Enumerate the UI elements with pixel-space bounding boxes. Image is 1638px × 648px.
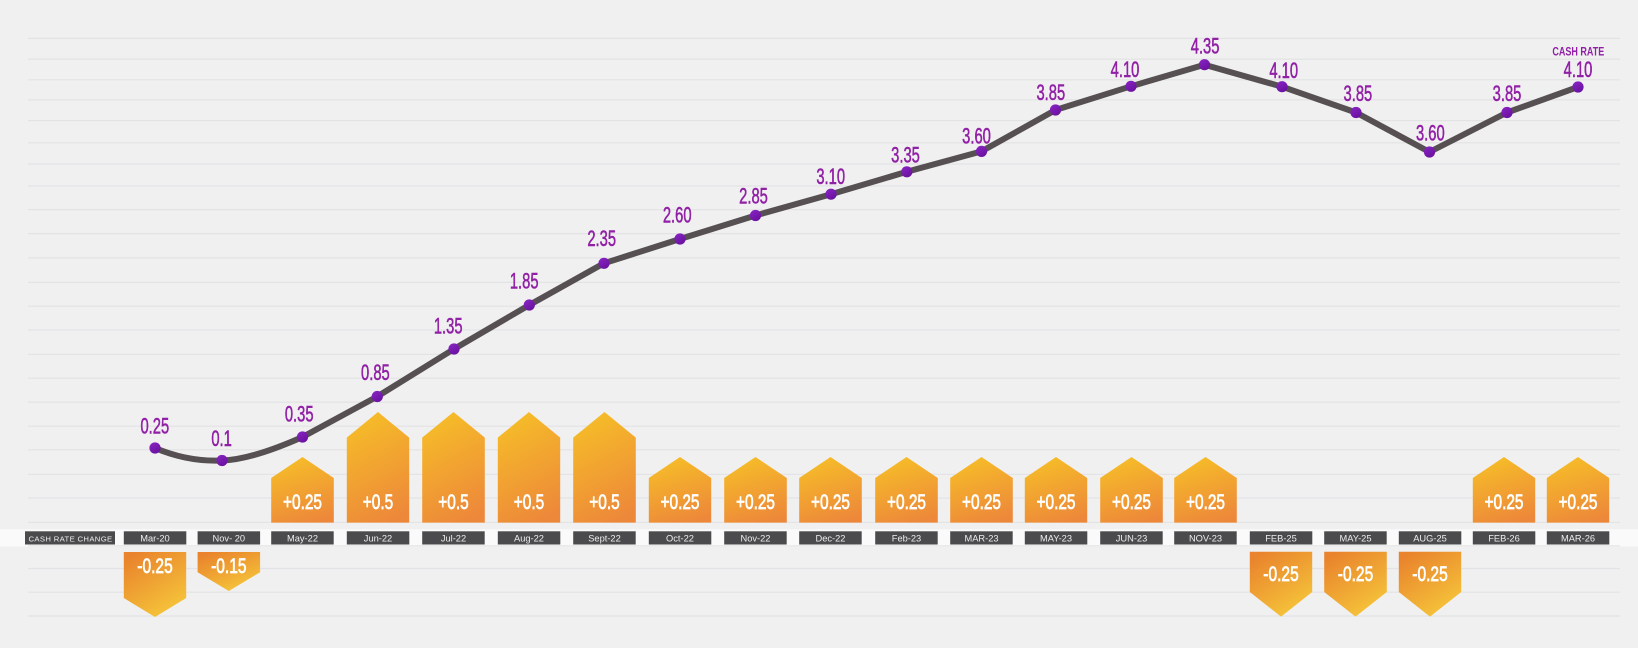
svg-text:3.85: 3.85 xyxy=(1036,80,1065,105)
svg-text:Nov-22: Nov-22 xyxy=(741,533,771,544)
svg-text:3.10: 3.10 xyxy=(816,164,845,189)
svg-text:+0.25: +0.25 xyxy=(736,490,775,514)
svg-text:Dec-22: Dec-22 xyxy=(816,533,846,544)
svg-text:0.85: 0.85 xyxy=(361,360,390,385)
svg-text:+0.5: +0.5 xyxy=(514,490,544,514)
svg-text:-0.25: -0.25 xyxy=(1412,562,1447,586)
svg-text:MAR-26: MAR-26 xyxy=(1561,533,1595,544)
svg-text:-0.25: -0.25 xyxy=(1338,562,1373,586)
svg-text:0.35: 0.35 xyxy=(285,402,314,427)
svg-text:2.60: 2.60 xyxy=(663,202,692,227)
svg-text:MAY-23: MAY-23 xyxy=(1040,533,1072,544)
svg-text:MAY-25: MAY-25 xyxy=(1339,533,1371,544)
svg-text:FEB-25: FEB-25 xyxy=(1265,533,1297,544)
svg-text:+0.5: +0.5 xyxy=(363,490,393,514)
svg-text:+0.25: +0.25 xyxy=(1186,490,1225,514)
svg-text:1.85: 1.85 xyxy=(510,268,539,293)
svg-text:CASH RATE CHANGE: CASH RATE CHANGE xyxy=(28,534,112,543)
svg-text:-0.15: -0.15 xyxy=(211,554,246,578)
svg-text:NOV-23: NOV-23 xyxy=(1189,533,1222,544)
svg-text:Jun-22: Jun-22 xyxy=(364,533,392,544)
svg-text:+0.25: +0.25 xyxy=(962,490,1001,514)
svg-text:Sept-22: Sept-22 xyxy=(588,533,621,544)
svg-text:3.60: 3.60 xyxy=(1416,120,1445,145)
svg-text:4.10: 4.10 xyxy=(1564,57,1593,82)
svg-text:May-22: May-22 xyxy=(287,533,318,544)
svg-text:-0.25: -0.25 xyxy=(1263,562,1298,586)
svg-text:-0.25: -0.25 xyxy=(137,554,172,578)
svg-text:2.35: 2.35 xyxy=(587,226,616,251)
svg-text:+0.25: +0.25 xyxy=(660,490,699,514)
svg-text:+0.25: +0.25 xyxy=(811,490,850,514)
svg-text:Mar-20: Mar-20 xyxy=(140,533,169,544)
svg-text:4.35: 4.35 xyxy=(1191,34,1220,59)
svg-text:3.85: 3.85 xyxy=(1344,81,1373,106)
svg-text:+0.25: +0.25 xyxy=(1112,490,1151,514)
svg-text:+0.25: +0.25 xyxy=(887,490,926,514)
svg-text:JUN-23: JUN-23 xyxy=(1116,533,1148,544)
svg-text:Feb-23: Feb-23 xyxy=(892,533,921,544)
svg-text:+0.5: +0.5 xyxy=(589,490,619,514)
svg-text:2.85: 2.85 xyxy=(739,184,768,209)
svg-text:FEB-26: FEB-26 xyxy=(1488,533,1520,544)
svg-text:+0.25: +0.25 xyxy=(1036,490,1075,514)
svg-text:Oct-22: Oct-22 xyxy=(666,533,694,544)
svg-text:+0.25: +0.25 xyxy=(1558,490,1597,514)
svg-text:Jul-22: Jul-22 xyxy=(441,533,466,544)
svg-text:CASH RATE: CASH RATE xyxy=(1552,46,1604,58)
svg-text:4.10: 4.10 xyxy=(1111,57,1140,82)
svg-text:Nov- 20: Nov- 20 xyxy=(213,533,246,544)
svg-text:Aug-22: Aug-22 xyxy=(514,533,544,544)
svg-text:0.25: 0.25 xyxy=(140,413,169,438)
svg-text:+0.25: +0.25 xyxy=(1484,490,1523,514)
svg-text:MAR-23: MAR-23 xyxy=(964,533,998,544)
svg-text:AUG-25: AUG-25 xyxy=(1413,533,1447,544)
svg-text:4.10: 4.10 xyxy=(1269,58,1298,83)
svg-text:1.35: 1.35 xyxy=(434,313,463,338)
svg-text:+0.25: +0.25 xyxy=(283,490,322,514)
svg-text:3.60: 3.60 xyxy=(962,123,991,148)
svg-text:0.1: 0.1 xyxy=(211,426,231,451)
svg-text:3.85: 3.85 xyxy=(1493,81,1522,106)
svg-text:3.35: 3.35 xyxy=(891,142,920,167)
svg-text:+0.5: +0.5 xyxy=(438,490,468,514)
